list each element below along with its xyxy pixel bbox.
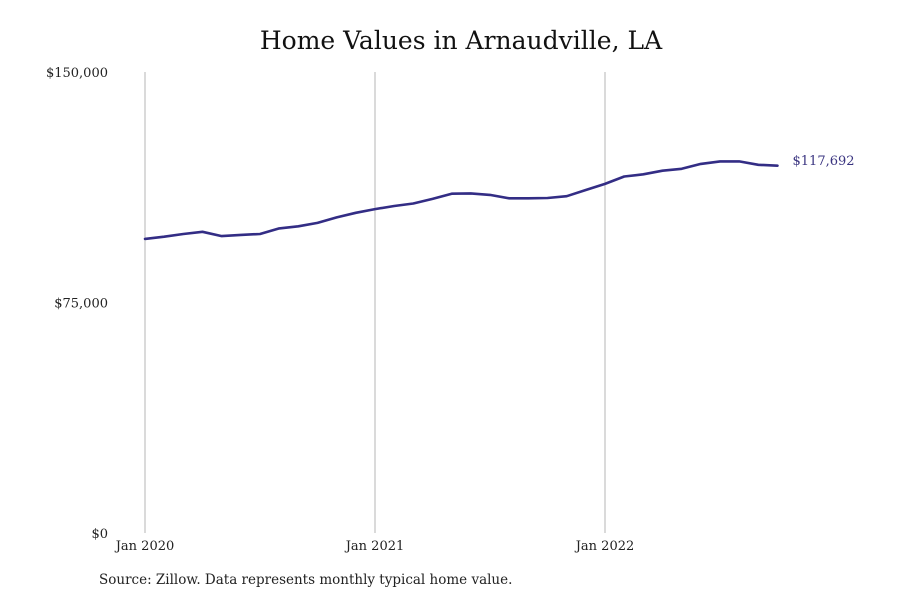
y-tick-label: $75,000 — [54, 297, 108, 312]
y-tick-label: $150,000 — [46, 66, 108, 81]
end-value-label: $117,692 — [793, 154, 855, 169]
x-tick-label: Jan 2020 — [114, 539, 175, 554]
x-tick-label: Jan 2022 — [574, 539, 635, 554]
y-tick-label: $0 — [91, 527, 108, 542]
source-note: Source: Zillow. Data represents monthly … — [99, 572, 513, 588]
chart-title: Home Values in Arnaudville, LA — [259, 26, 663, 55]
x-tick-label: Jan 2021 — [344, 539, 405, 554]
series-line — [143, 160, 779, 241]
